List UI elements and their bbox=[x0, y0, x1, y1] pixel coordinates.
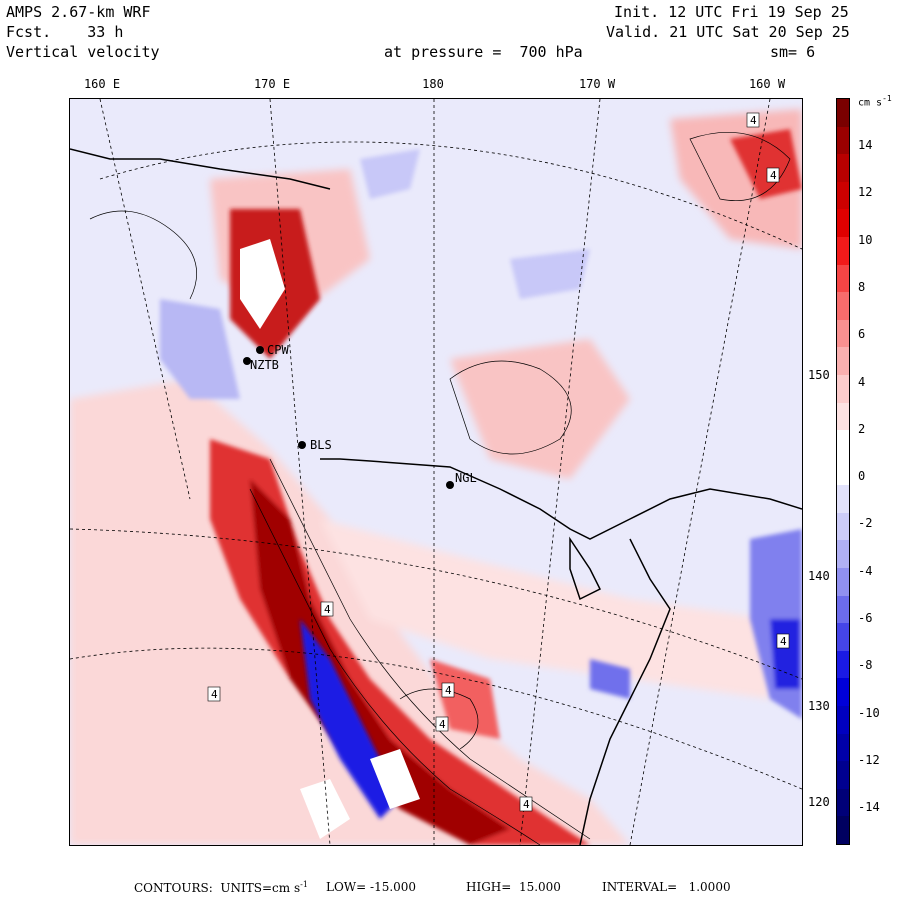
contour-value-labels: 4 4 4 4 4 4 4 4 bbox=[207, 112, 790, 812]
contour-label: 4 bbox=[750, 114, 757, 127]
map-panel: CPW NZTB BLS NGL 4 4 4 4 4 4 4 4 bbox=[69, 98, 803, 846]
station-cpw: CPW bbox=[267, 343, 289, 357]
station-nztb: NZTB bbox=[250, 358, 279, 372]
contour-label: 4 bbox=[523, 798, 530, 811]
colorbar-segment bbox=[837, 99, 849, 128]
contour-label: 4 bbox=[439, 718, 446, 731]
graticule bbox=[70, 99, 802, 845]
colorbar-tick-label: -14 bbox=[858, 800, 880, 815]
contour-label: 4 bbox=[445, 684, 452, 697]
model-title: AMPS 2.67-km WRF bbox=[6, 3, 151, 21]
colorbar-segment bbox=[837, 540, 849, 569]
footer-contours: CONTOURS: UNITS=cm s-1 bbox=[134, 880, 308, 895]
colorbar-segment bbox=[837, 209, 849, 238]
colorbar-segment bbox=[837, 512, 849, 541]
colorbar-segment bbox=[837, 347, 849, 376]
colorbar-tick-label: 2 bbox=[858, 421, 866, 436]
smoothing: sm= 6 bbox=[770, 43, 816, 61]
colorbar-tick-label: 6 bbox=[858, 327, 866, 342]
colorbar-tick-label: 4 bbox=[858, 374, 866, 389]
colorbar-segment bbox=[837, 264, 849, 293]
coastline bbox=[70, 148, 802, 845]
contour-label: 4 bbox=[780, 635, 787, 648]
colorbar-segment bbox=[837, 623, 849, 652]
colorbar-segment bbox=[837, 292, 849, 321]
colorbar-segment bbox=[837, 595, 849, 624]
colorbar bbox=[836, 98, 850, 845]
colorbar-segment bbox=[837, 402, 849, 431]
colorbar-segment bbox=[837, 706, 849, 735]
footer-high: HIGH= 15.000 bbox=[466, 880, 561, 894]
colorbar-tick-label: 8 bbox=[858, 279, 866, 294]
contour-label: 4 bbox=[324, 603, 331, 616]
valid-time: Valid. 21 UTC Sat 20 Sep 25 bbox=[606, 23, 850, 41]
colorbar-tick-label: 10 bbox=[858, 232, 873, 247]
contour-label: 4 bbox=[770, 169, 777, 182]
colorbar-tick-label: -10 bbox=[858, 705, 880, 720]
colorbar-segment bbox=[837, 126, 849, 155]
colorbar-tick-label: 12 bbox=[858, 185, 873, 200]
colorbar-segment bbox=[837, 650, 849, 679]
footer-interval: INTERVAL= 1.0000 bbox=[602, 880, 731, 894]
colorbar-segment bbox=[837, 236, 849, 266]
variable-name: Vertical velocity bbox=[6, 43, 160, 61]
colorbar-segment bbox=[837, 319, 849, 348]
terrain-voids bbox=[240, 239, 420, 839]
colorbar-segment bbox=[837, 761, 849, 790]
colorbar-segment bbox=[837, 568, 849, 597]
lon-label-170e: 170 E bbox=[253, 77, 291, 91]
colorbar-segment bbox=[837, 374, 849, 403]
footer-low: LOW= -15.000 bbox=[326, 880, 417, 894]
forecast-hour: Fcst. 33 h bbox=[6, 23, 124, 41]
colorbar-segment bbox=[837, 678, 849, 707]
lon-label-170w: 170 W bbox=[578, 77, 616, 91]
colorbar-segment bbox=[837, 181, 849, 210]
colorbar-tick-label: 0 bbox=[858, 469, 866, 484]
colorbar-segment bbox=[837, 816, 849, 845]
colorbar-segment bbox=[837, 485, 849, 514]
colorbar-tick-label: -8 bbox=[858, 658, 873, 673]
lon-label-160w: 160 W bbox=[748, 77, 786, 91]
colorbar-segment bbox=[837, 457, 849, 486]
pressure-level: at pressure = 700 hPa bbox=[384, 43, 583, 61]
colorbar-tick-label: -12 bbox=[858, 752, 880, 767]
init-time: Init. 12 UTC Fri 19 Sep 25 bbox=[614, 3, 849, 21]
contour-label: 4 bbox=[211, 688, 218, 701]
colorbar-tick-label: -4 bbox=[858, 563, 873, 578]
colorbar-units: cm s-1 bbox=[858, 94, 892, 109]
lon-label-160e: 160 E bbox=[83, 77, 121, 91]
colorbar-tick-label: -6 bbox=[858, 611, 873, 625]
vertical-velocity-field: CPW NZTB BLS NGL 4 4 4 4 4 4 4 4 bbox=[70, 99, 802, 845]
colorbar-tick-label: 14 bbox=[858, 138, 873, 152]
colorbar-segment bbox=[837, 733, 849, 762]
colorbar-segment bbox=[837, 154, 849, 183]
colorbar-segment bbox=[837, 788, 849, 817]
lon-label-180: 180 bbox=[422, 77, 444, 91]
station-ngl: NGL bbox=[455, 471, 477, 485]
station-bls: BLS bbox=[310, 438, 332, 452]
colorbar-tick-label: -2 bbox=[858, 516, 873, 531]
colorbar-segment bbox=[837, 430, 849, 459]
station-markers bbox=[243, 346, 454, 489]
